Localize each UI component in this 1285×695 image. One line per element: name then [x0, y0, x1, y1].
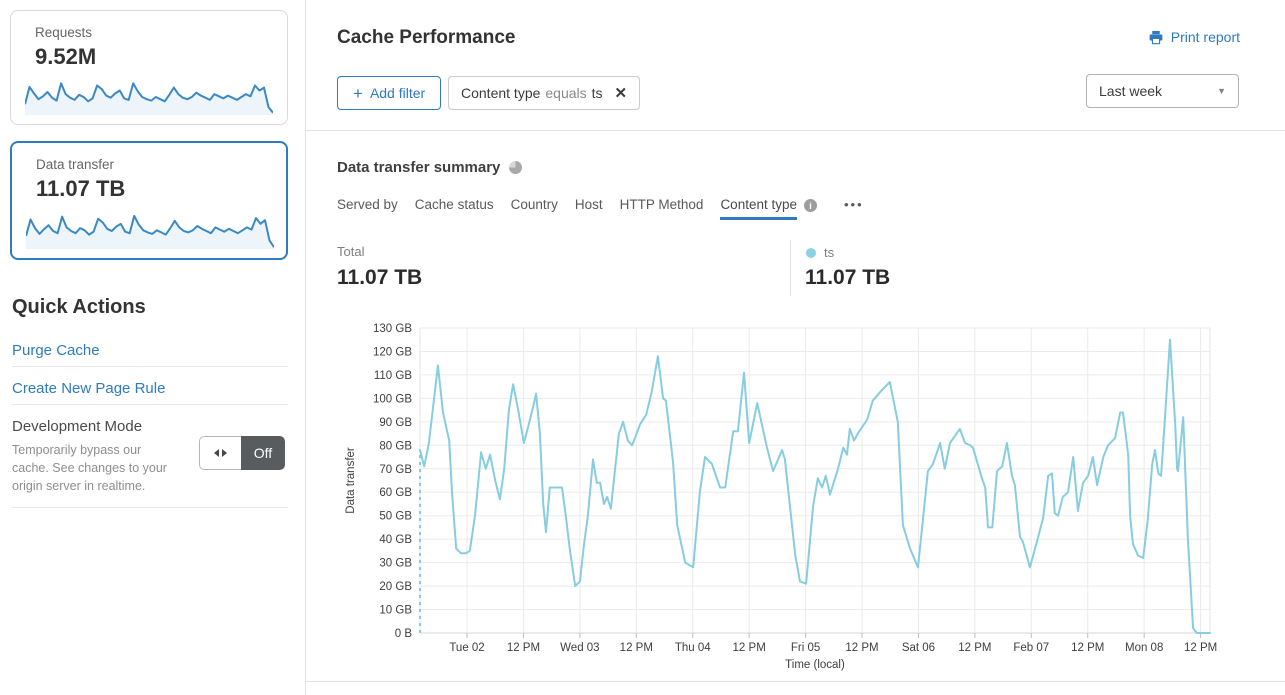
svg-text:12 PM: 12 PM	[1184, 642, 1217, 654]
purge-cache-link[interactable]: Purge Cache	[12, 342, 100, 359]
svg-text:110 GB: 110 GB	[374, 370, 412, 382]
series-ts-label: ts	[824, 245, 835, 260]
svg-text:90 GB: 90 GB	[379, 417, 412, 429]
svg-text:30 GB: 30 GB	[379, 558, 412, 570]
svg-text:130 GB: 130 GB	[373, 323, 412, 335]
tab-served-by[interactable]: Served by	[337, 197, 398, 212]
print-report-button[interactable]: Print report	[1148, 29, 1240, 45]
printer-icon	[1149, 30, 1163, 44]
print-report-label: Print report	[1170, 29, 1240, 45]
header-divider	[306, 130, 1285, 131]
toggle-off-label: Off	[241, 436, 285, 470]
svg-text:12 PM: 12 PM	[507, 642, 540, 654]
sidebar-divider	[12, 507, 288, 508]
legend-divider	[790, 240, 791, 296]
svg-text:80 GB: 80 GB	[379, 440, 412, 452]
svg-text:Sat 06: Sat 06	[902, 642, 935, 654]
sidebar-divider	[12, 366, 288, 367]
tab-content-type[interactable]: Content type i	[720, 197, 817, 220]
add-filter-label: Add filter	[369, 85, 426, 101]
page-title: Cache Performance	[337, 27, 516, 48]
more-tabs-button[interactable]: •••	[844, 197, 864, 212]
plus-icon: +	[353, 83, 363, 103]
filter-operator: equals	[545, 85, 587, 101]
svg-text:Data transfer: Data transfer	[345, 447, 357, 514]
chevron-down-icon: ▼	[1217, 86, 1226, 96]
data-transfer-card-label: Data transfer	[36, 157, 115, 172]
svg-text:Feb 07: Feb 07	[1013, 642, 1049, 654]
toggle-arrows-icon	[199, 436, 241, 470]
tab-cache-status[interactable]: Cache status	[414, 197, 494, 212]
data-transfer-card-value: 11.07 TB	[36, 176, 126, 201]
data-transfer-chart[interactable]: 0 B 10 GB 20 GB 30 GB 40 GB 50 GB 60 GB 70 GB 80…	[340, 318, 1220, 680]
requests-sparkline	[25, 82, 273, 115]
create-page-rule-link[interactable]: Create New Page Rule	[12, 380, 166, 397]
data-transfer-metric-card[interactable]: Data transfer 11.07 TB	[10, 141, 288, 260]
summary-title: Data transfer summary	[337, 159, 501, 176]
quick-actions-title: Quick Actions	[12, 296, 146, 318]
dimension-tabs: Served by Cache status Country Host HTTP…	[337, 197, 864, 220]
svg-text:12 PM: 12 PM	[958, 642, 991, 654]
svg-text:50 GB: 50 GB	[379, 511, 412, 523]
svg-text:100 GB: 100 GB	[373, 393, 412, 405]
svg-text:0 B: 0 B	[395, 628, 413, 640]
requests-card-label: Requests	[35, 25, 93, 40]
svg-text:20 GB: 20 GB	[379, 581, 412, 593]
requests-metric-card[interactable]: Requests 9.52M	[10, 10, 288, 125]
add-filter-button[interactable]: + Add filter	[337, 76, 442, 110]
svg-text:12 PM: 12 PM	[733, 642, 766, 654]
tab-http-method[interactable]: HTTP Method	[619, 197, 704, 212]
requests-card-value: 9.52M	[35, 44, 97, 69]
svg-text:70 GB: 70 GB	[379, 464, 412, 476]
tab-host[interactable]: Host	[574, 197, 603, 212]
svg-text:Time (local): Time (local)	[785, 659, 845, 671]
close-icon[interactable]: ✕	[614, 85, 628, 102]
time-range-select[interactable]: Last week ▼	[1086, 74, 1239, 108]
bottom-divider	[306, 681, 1285, 682]
development-mode-toggle[interactable]: Off	[199, 436, 285, 470]
svg-text:Fri 05: Fri 05	[791, 642, 820, 654]
total-label: Total	[337, 244, 365, 259]
svg-text:Mon 08: Mon 08	[1125, 642, 1163, 654]
development-mode-description: Temporarily bypass our cache. See change…	[12, 443, 167, 494]
series-ts-value: 11.07 TB	[805, 266, 891, 289]
svg-text:12 PM: 12 PM	[845, 642, 878, 654]
pie-chart-icon	[509, 161, 523, 174]
svg-text:Tue 02: Tue 02	[449, 642, 484, 654]
svg-text:12 PM: 12 PM	[620, 642, 653, 654]
svg-text:10 GB: 10 GB	[379, 605, 412, 617]
svg-text:120 GB: 120 GB	[373, 346, 412, 358]
time-range-value: Last week	[1099, 83, 1163, 99]
sidebar-divider	[12, 404, 288, 405]
svg-text:Wed 03: Wed 03	[560, 642, 599, 654]
svg-text:12 PM: 12 PM	[1071, 642, 1104, 654]
svg-text:40 GB: 40 GB	[379, 534, 412, 546]
svg-text:60 GB: 60 GB	[379, 487, 412, 499]
content-type-filter-chip[interactable]: Content type equals ts ✕	[448, 76, 641, 110]
total-value: 11.07 TB	[337, 266, 423, 289]
development-mode-title: Development Mode	[12, 418, 143, 435]
main-vertical-divider	[305, 0, 306, 695]
data-transfer-sparkline	[26, 214, 274, 249]
series-ts-dot	[806, 247, 816, 258]
filter-value: ts	[591, 85, 603, 101]
tab-country[interactable]: Country	[510, 197, 558, 212]
svg-text:Thu 04: Thu 04	[675, 642, 711, 654]
filter-field: Content type	[461, 85, 541, 101]
info-icon[interactable]: i	[804, 199, 817, 212]
